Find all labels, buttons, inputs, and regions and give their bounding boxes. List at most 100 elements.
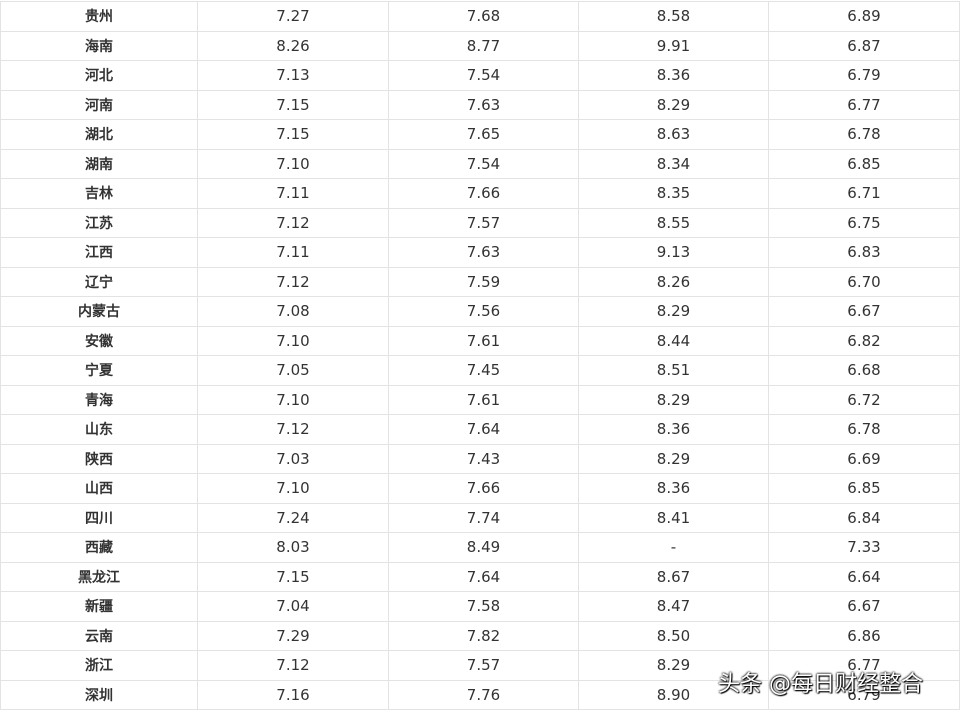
value-cell: 8.29 <box>578 296 769 327</box>
value-cell: 7.64 <box>388 414 579 445</box>
value-cell: 6.83 <box>768 237 960 268</box>
region-cell: 陕西 <box>0 443 198 474</box>
table-row: 黑龙江 7.15 7.64 8.67 6.64 <box>0 561 960 592</box>
value-cell: 7.64 <box>388 561 579 592</box>
table-row: 宁夏 7.05 7.45 8.51 6.68 <box>0 355 960 386</box>
value-cell: 7.61 <box>388 384 579 415</box>
value-cell: 8.44 <box>578 325 769 356</box>
value-cell: 7.56 <box>388 296 579 327</box>
value-cell: 7.10 <box>197 473 389 504</box>
value-cell: 6.89 <box>768 1 960 32</box>
region-cell: 山西 <box>0 473 198 504</box>
region-cell: 贵州 <box>0 1 198 32</box>
value-cell: 6.78 <box>768 414 960 445</box>
value-cell: 7.10 <box>197 384 389 415</box>
value-cell: 7.12 <box>197 650 389 681</box>
table-row: 云南 7.29 7.82 8.50 6.86 <box>0 620 960 651</box>
region-cell: 深圳 <box>0 679 198 710</box>
value-cell: 7.15 <box>197 119 389 150</box>
region-cell: 吉林 <box>0 178 198 209</box>
value-cell: 8.67 <box>578 561 769 592</box>
value-cell: 7.59 <box>388 266 579 297</box>
value-cell: 8.55 <box>578 207 769 238</box>
value-cell: 9.13 <box>578 237 769 268</box>
value-cell: 7.12 <box>197 414 389 445</box>
value-cell: 7.58 <box>388 591 579 622</box>
region-cell: 山东 <box>0 414 198 445</box>
value-cell: 7.82 <box>388 620 579 651</box>
value-cell: 7.63 <box>388 237 579 268</box>
table-row: 河北 7.13 7.54 8.36 6.79 <box>0 60 960 91</box>
value-cell: 8.36 <box>578 60 769 91</box>
value-cell: 7.65 <box>388 119 579 150</box>
value-cell: 7.74 <box>388 502 579 533</box>
region-cell: 黑龙江 <box>0 561 198 592</box>
region-cell: 四川 <box>0 502 198 533</box>
table-row: 四川 7.24 7.74 8.41 6.84 <box>0 502 960 533</box>
value-cell: 7.33 <box>768 532 960 563</box>
value-cell: 8.29 <box>578 89 769 120</box>
value-cell: 8.63 <box>578 119 769 150</box>
value-cell: 7.27 <box>197 1 389 32</box>
value-cell: 6.77 <box>768 89 960 120</box>
value-cell: 6.86 <box>768 620 960 651</box>
value-cell: 7.66 <box>388 473 579 504</box>
value-cell: 7.10 <box>197 325 389 356</box>
value-cell: 8.41 <box>578 502 769 533</box>
region-cell: 宁夏 <box>0 355 198 386</box>
table-row: 江西 7.11 7.63 9.13 6.83 <box>0 237 960 268</box>
value-cell: 7.61 <box>388 325 579 356</box>
value-cell: 8.47 <box>578 591 769 622</box>
table-row: 内蒙古 7.08 7.56 8.29 6.67 <box>0 296 960 327</box>
value-cell: 7.63 <box>388 89 579 120</box>
value-cell: 7.12 <box>197 207 389 238</box>
table-row: 湖北 7.15 7.65 8.63 6.78 <box>0 119 960 150</box>
region-cell: 辽宁 <box>0 266 198 297</box>
region-cell: 西藏 <box>0 532 198 563</box>
value-cell: 7.11 <box>197 237 389 268</box>
table-row: 吉林 7.11 7.66 8.35 6.71 <box>0 178 960 209</box>
value-cell: 7.57 <box>388 207 579 238</box>
value-cell: 9.91 <box>578 30 769 61</box>
table-row: 河南 7.15 7.63 8.29 6.77 <box>0 89 960 120</box>
value-cell: 7.15 <box>197 89 389 120</box>
table-row: 山东 7.12 7.64 8.36 6.78 <box>0 414 960 445</box>
table-row: 新疆 7.04 7.58 8.47 6.67 <box>0 591 960 622</box>
value-cell: 8.58 <box>578 1 769 32</box>
value-cell: 6.84 <box>768 502 960 533</box>
value-cell: 7.05 <box>197 355 389 386</box>
table-row: 深圳 7.16 7.76 8.90 6.79 <box>0 679 960 710</box>
table-row: 青海 7.10 7.61 8.29 6.72 <box>0 384 960 415</box>
value-cell: 6.85 <box>768 148 960 179</box>
value-cell: 6.64 <box>768 561 960 592</box>
region-cell: 湖北 <box>0 119 198 150</box>
value-cell: 8.29 <box>578 384 769 415</box>
value-cell: 7.54 <box>388 148 579 179</box>
value-cell: 7.76 <box>388 679 579 710</box>
value-cell: 6.75 <box>768 207 960 238</box>
value-cell: 7.10 <box>197 148 389 179</box>
table-row: 陕西 7.03 7.43 8.29 6.69 <box>0 443 960 474</box>
value-cell: 6.87 <box>768 30 960 61</box>
table-row: 西藏 8.03 8.49-7.33 <box>0 532 960 563</box>
value-cell: 7.43 <box>388 443 579 474</box>
table-row: 安徽 7.10 7.61 8.44 6.82 <box>0 325 960 356</box>
value-cell: 6.77 <box>768 650 960 681</box>
value-cell: 6.69 <box>768 443 960 474</box>
value-cell: 8.49 <box>388 532 579 563</box>
value-cell: 6.79 <box>768 679 960 710</box>
table-row: 湖南 7.10 7.54 8.34 6.85 <box>0 148 960 179</box>
region-cell: 河北 <box>0 60 198 91</box>
region-cell: 湖南 <box>0 148 198 179</box>
table-row: 山西 7.10 7.66 8.36 6.85 <box>0 473 960 504</box>
region-cell: 内蒙古 <box>0 296 198 327</box>
value-cell: - <box>578 532 769 563</box>
value-cell: 8.77 <box>388 30 579 61</box>
value-cell: 7.08 <box>197 296 389 327</box>
value-cell: 8.26 <box>578 266 769 297</box>
value-cell: 8.03 <box>197 532 389 563</box>
region-cell: 海南 <box>0 30 198 61</box>
value-cell: 7.13 <box>197 60 389 91</box>
table-row: 浙江 7.12 7.57 8.29 6.77 <box>0 650 960 681</box>
